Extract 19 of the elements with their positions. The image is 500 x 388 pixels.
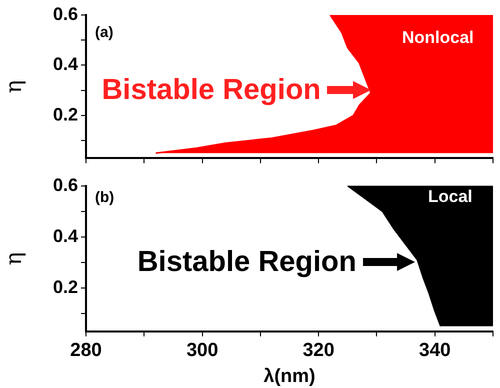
annotation: Local	[428, 187, 472, 206]
y-tick-label: 0.6	[52, 174, 78, 195]
y-axis-title: η	[2, 252, 27, 266]
y-tick-label: 0.2	[52, 104, 78, 124]
y-tick-label: 0.4	[52, 226, 78, 246]
annotation: Nonlocal	[402, 28, 474, 47]
x-tick-label: 320	[302, 340, 334, 362]
x-tick-label: 300	[186, 340, 218, 362]
y-tick-label: 0.4	[52, 54, 78, 74]
x-tick-label: 280	[70, 340, 102, 362]
annotation: (a)	[95, 24, 114, 41]
annotation: Bistable Region	[137, 246, 356, 278]
annotation: (b)	[95, 189, 114, 206]
x-tick-label: 340	[419, 340, 451, 362]
y-axis-title: η	[2, 80, 27, 94]
y-tick-label: 0.6	[52, 4, 78, 24]
annotation: Bistable Region	[102, 74, 321, 106]
x-axis-title: λ(nm)	[264, 366, 316, 387]
y-tick-label: 0.2	[52, 276, 78, 297]
